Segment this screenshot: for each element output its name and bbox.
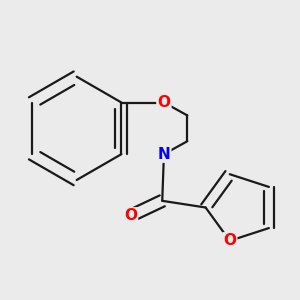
Text: O: O (124, 208, 137, 223)
Text: N: N (158, 147, 170, 162)
Text: O: O (158, 95, 170, 110)
Text: O: O (223, 233, 236, 248)
